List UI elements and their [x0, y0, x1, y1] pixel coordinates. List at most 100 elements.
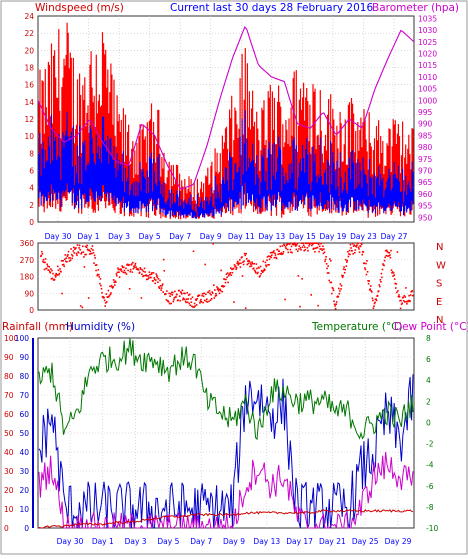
wind-direction-point: [41, 253, 44, 255]
wind-direction-point: [182, 298, 184, 301]
wind-direction-point: [303, 249, 305, 252]
chart1-xtick-label: Day 27: [381, 232, 408, 241]
wind-direction-point: [335, 303, 337, 305]
wind-direction-point: [241, 275, 244, 277]
wind-direction-point: [161, 283, 164, 285]
wind-direction-point: [218, 288, 220, 291]
wind-direction-point: [333, 303, 336, 306]
wind-direction-point: [276, 248, 279, 251]
chart1-xtick-label: Day 30: [45, 232, 72, 241]
wind-direction-point: [174, 290, 176, 293]
wind-direction-point: [191, 296, 194, 299]
wind-direction-point: [108, 294, 111, 297]
wind-direction-point: [229, 272, 232, 274]
wind-direction-point: [265, 264, 267, 266]
wind-direction-point: [153, 278, 156, 281]
wind-direction-point: [236, 262, 238, 264]
wind-direction-point: [382, 263, 384, 265]
wind-direction-point: [352, 253, 354, 255]
wind-direction-point: [111, 286, 113, 288]
wind-direction-point: [201, 292, 204, 295]
wind-direction-point: [114, 284, 116, 286]
wind-direction-point: [76, 244, 79, 246]
wind-direction-point: [378, 284, 381, 286]
wind-direction-point: [298, 245, 301, 247]
wind-direction-point: [376, 294, 379, 297]
chart3-rain-tick-label: 100: [4, 334, 19, 343]
wind-direction-point: [50, 278, 53, 280]
wind-direction-point: [112, 279, 115, 281]
wind-direction-point: [266, 259, 268, 261]
wind-direction-point: [255, 271, 257, 274]
wind-direction-point: [225, 273, 228, 275]
wind-direction-point: [145, 274, 147, 276]
wind-direction-point: [133, 265, 135, 268]
wind-direction-point: [60, 260, 63, 262]
wind-direction-point: [388, 255, 390, 257]
wind-direction-point: [397, 290, 399, 292]
chart3-temp-tick-label: 8: [426, 334, 431, 343]
wind-direction-point: [226, 276, 228, 278]
wind-direction-point: [315, 247, 318, 249]
wind-direction-point: [234, 265, 237, 267]
wind-direction-point: [224, 278, 226, 281]
wind-direction-point: [332, 287, 334, 290]
wind-direction-point: [115, 281, 117, 283]
wind-direction-point: [352, 245, 355, 247]
wind-direction-point: [69, 259, 72, 261]
wind-direction-point: [123, 266, 125, 268]
wind-direction-point: [396, 251, 399, 253]
wind-direction-point: [104, 302, 107, 304]
wind-direction-point: [172, 300, 175, 303]
wind-direction-point: [226, 272, 229, 274]
wind-direction-point: [286, 248, 289, 251]
wind-direction-point: [187, 294, 190, 296]
wind-direction-point: [367, 282, 370, 285]
wind-direction-point: [377, 290, 380, 292]
wind-direction-point: [63, 265, 65, 268]
wind-direction-point: [314, 251, 316, 253]
wind-direction-point: [169, 295, 171, 297]
wind-direction-point: [116, 274, 118, 277]
wind-direction-point: [235, 268, 237, 271]
wind-direction-point: [310, 294, 312, 296]
wind-direction-point: [394, 282, 396, 285]
wind-direction-point: [299, 247, 302, 249]
wind-direction-point: [332, 289, 335, 292]
wind-direction-point: [135, 266, 137, 268]
wind-direction-point: [385, 249, 388, 252]
chart3-xtick-label: Day 1: [92, 537, 114, 546]
wind-direction-point: [208, 289, 211, 292]
wind-direction-point: [42, 260, 44, 263]
wind-direction-point: [258, 276, 261, 278]
wind-direction-point: [262, 260, 265, 263]
wind-direction-point: [333, 300, 335, 302]
chart3-temp-tick-label: 6: [426, 355, 431, 364]
wind-direction-point: [241, 256, 243, 258]
wind-direction-point: [79, 305, 82, 307]
wind-direction-point: [253, 269, 256, 272]
wind-direction-point: [372, 307, 375, 309]
chart1-xtick-label: Day 3: [108, 232, 130, 241]
wind-direction-point: [176, 293, 178, 296]
wind-direction-point: [227, 281, 229, 284]
chart1-title: Current last 30 days 28 February 2016: [170, 2, 373, 14]
wind-direction-point: [272, 251, 275, 254]
wind-direction-point: [406, 303, 408, 305]
chart3-xtick-label: Day 3: [125, 537, 147, 546]
wind-direction-point: [215, 294, 218, 297]
chart3-rain-tick-label: 60: [4, 410, 14, 419]
wind-direction-point: [115, 273, 118, 275]
wind-direction-point: [247, 262, 250, 265]
wind-direction-point: [391, 272, 393, 274]
wind-direction-point: [162, 258, 165, 261]
wind-direction-point: [167, 300, 169, 302]
wind-direction-point: [330, 260, 332, 262]
wind-direction-point: [343, 271, 346, 274]
wind-direction-point: [308, 245, 310, 247]
wind-direction-point: [318, 250, 320, 253]
wind-direction-point: [191, 305, 193, 308]
wind-direction-point: [203, 299, 206, 302]
wind-direction-point: [165, 299, 168, 301]
wind-direction-point: [209, 292, 211, 295]
